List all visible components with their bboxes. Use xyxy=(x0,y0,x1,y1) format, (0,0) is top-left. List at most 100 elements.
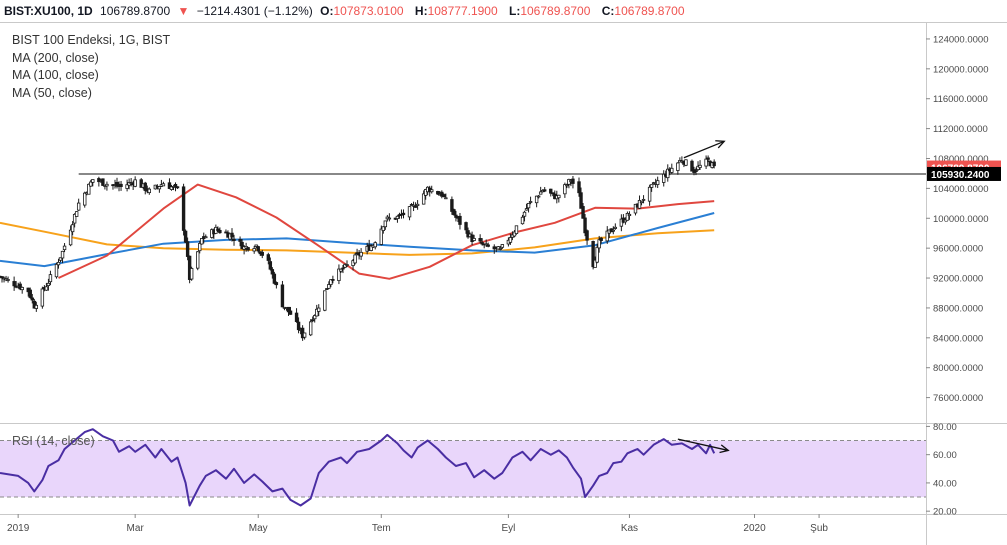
legend-ma100[interactable]: MA (100, close) xyxy=(12,68,99,82)
candle-up xyxy=(6,279,10,281)
candle-up xyxy=(662,173,666,183)
candle-up xyxy=(522,211,527,217)
time-tick-label: Kas xyxy=(621,523,638,534)
rsi-tick-label: 60.00 xyxy=(933,450,957,461)
candle-up xyxy=(20,286,24,291)
candle-down xyxy=(28,289,32,298)
candle-up xyxy=(639,201,644,204)
candle-down xyxy=(583,217,587,234)
candle-up xyxy=(563,184,567,195)
candle-up xyxy=(308,321,313,336)
time-tick-label: Eyl xyxy=(501,523,515,534)
candle-up xyxy=(637,200,642,209)
candle-up xyxy=(46,282,51,286)
candle-down xyxy=(464,222,468,231)
candle-up xyxy=(421,193,426,205)
candle-up xyxy=(407,206,412,218)
legend-title[interactable]: BIST 100 Endeksi, 1G, BIST xyxy=(12,33,171,47)
rsi-band xyxy=(0,440,926,498)
candle-up xyxy=(40,288,45,307)
candle-down xyxy=(0,276,4,279)
rsi-trend-arrow-head xyxy=(719,444,730,454)
candle-up xyxy=(87,183,91,195)
candle-up xyxy=(329,279,333,285)
legend-ma50[interactable]: MA (50, close) xyxy=(12,85,92,100)
candle-down xyxy=(280,284,285,308)
candle-down xyxy=(143,182,147,191)
candle-up xyxy=(254,244,258,247)
candle-down xyxy=(246,247,250,251)
candle-up xyxy=(534,195,539,204)
candle-up xyxy=(48,274,53,283)
candle-up xyxy=(633,203,638,214)
candle-down xyxy=(577,181,581,194)
high-value: 108777.1900 xyxy=(427,4,498,18)
candle-up xyxy=(196,251,200,269)
candle-down xyxy=(341,267,345,270)
candle-up xyxy=(423,189,428,196)
candle-up xyxy=(56,261,61,266)
symbol-label[interactable]: BIST:XU100, 1D xyxy=(4,4,93,18)
open-value: 107873.0100 xyxy=(333,4,404,18)
level-price-badge: 105930.2400 xyxy=(931,170,990,181)
candle-up xyxy=(327,284,331,289)
price-trend-arrow-head xyxy=(715,140,726,149)
candle-up xyxy=(595,246,599,263)
candle-up xyxy=(76,202,81,211)
candle-up xyxy=(649,184,654,188)
down-arrow-icon: ▼ xyxy=(177,4,190,18)
price-tick-label: 76000.0000 xyxy=(933,393,983,404)
candle-up xyxy=(54,263,59,278)
candle-up xyxy=(500,244,505,248)
candle-down xyxy=(266,254,271,261)
candle-down xyxy=(294,312,299,323)
price-tick-label: 124000.0000 xyxy=(933,34,988,45)
candle-up xyxy=(125,184,129,189)
candle-down xyxy=(436,191,440,195)
candle-up xyxy=(565,184,569,187)
price-tick-label: 108000.0000 xyxy=(933,154,988,165)
candle-up xyxy=(520,216,525,225)
candle-up xyxy=(169,186,174,190)
legend-ma200[interactable]: MA (200, close) xyxy=(12,50,99,65)
candle-up xyxy=(171,185,176,188)
candle-down xyxy=(185,241,190,257)
candle-up xyxy=(704,158,708,167)
candle-up xyxy=(133,179,137,187)
candle-down xyxy=(413,206,418,208)
candle-down xyxy=(486,244,490,247)
candle-down xyxy=(18,283,22,290)
ma50-line xyxy=(58,183,715,280)
price-trend-arrow xyxy=(683,140,725,159)
candle-down xyxy=(458,215,462,225)
candle-up xyxy=(696,165,700,170)
candle-up xyxy=(313,315,317,320)
candle-down xyxy=(331,279,335,281)
candle-down xyxy=(175,186,180,189)
candle-up xyxy=(526,203,531,209)
time-tick-label: 2019 xyxy=(7,523,30,534)
symbol-header: BIST:XU100, 1D 106789.8700 ▼ −1214.4301 … xyxy=(0,0,1007,22)
candle-up xyxy=(359,251,363,257)
candle-up xyxy=(444,197,448,200)
candle-down xyxy=(115,182,119,187)
rsi-line xyxy=(0,428,716,507)
candle-down xyxy=(173,183,178,187)
candle-down xyxy=(286,306,291,313)
ohlc-high: H:108777.1900 xyxy=(415,4,502,18)
rsi-tick-label: 20.00 xyxy=(933,507,957,518)
indicator-legend: BIST 100 Endeksi, 1G, BIST MA (200, clos… xyxy=(12,32,170,102)
candle-down xyxy=(585,230,589,241)
time-tick-label: Şub xyxy=(810,523,828,534)
candle-up xyxy=(536,195,541,198)
candle-up xyxy=(514,225,519,235)
candle-up xyxy=(74,211,79,217)
legend-rsi[interactable]: RSI (14, close) xyxy=(12,434,95,448)
candle-up xyxy=(161,183,166,187)
rsi-tick-label: 40.00 xyxy=(933,478,957,489)
candle-down xyxy=(325,288,329,290)
candle-down xyxy=(256,246,260,252)
candle-down xyxy=(238,239,242,242)
candle-down xyxy=(296,321,301,331)
